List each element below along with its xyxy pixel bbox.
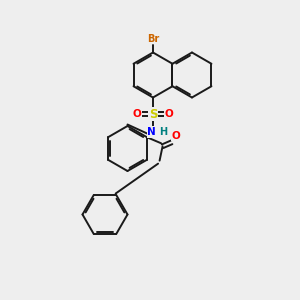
Text: S: S xyxy=(149,107,157,121)
Text: H: H xyxy=(159,127,167,137)
Text: O: O xyxy=(165,109,174,119)
Text: O: O xyxy=(172,131,181,141)
Text: Br: Br xyxy=(147,34,159,44)
Text: O: O xyxy=(132,109,141,119)
Text: N: N xyxy=(147,127,156,137)
